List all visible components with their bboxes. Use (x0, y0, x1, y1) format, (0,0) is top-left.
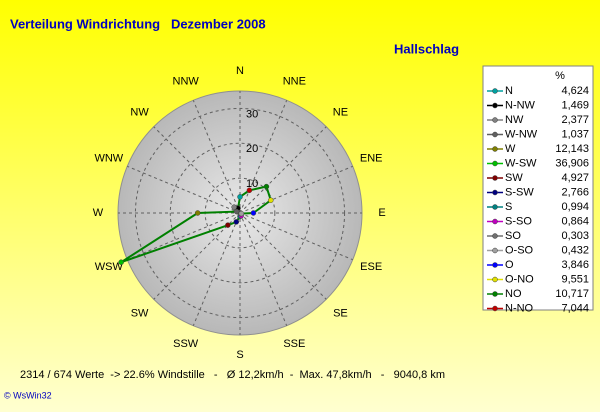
legend-value: 12,143 (555, 143, 589, 155)
legend-marker (492, 160, 498, 167)
legend-marker (492, 88, 498, 94)
legend-name: O (505, 259, 514, 271)
direction-label: NNE (283, 76, 306, 88)
legend-box (482, 65, 594, 311)
chart-subtitle: Hallschlag (394, 41, 459, 56)
spoke (153, 212, 241, 300)
direction-label: ENE (360, 153, 383, 165)
legend-value: 9,551 (561, 273, 589, 285)
direction-label: E (378, 207, 385, 219)
legend-name: N (505, 85, 513, 97)
legend-value: 10,717 (555, 288, 589, 300)
legend-value: 2,766 (561, 186, 589, 198)
spoke (239, 212, 353, 261)
legend-value: 4,624 (561, 85, 589, 97)
legend-marker (492, 291, 498, 297)
legend-name: N-NW (505, 99, 536, 111)
wind-point (225, 222, 231, 228)
legend-value: 0,994 (561, 201, 589, 213)
spoke (192, 100, 241, 214)
legend-name: W-SW (505, 157, 537, 169)
direction-label: NNW (173, 76, 200, 88)
legend-name: W (505, 143, 516, 155)
footer: 2314 / 674 Werte -> 22.6% Windstille - Ø… (20, 369, 445, 381)
legend-marker (492, 175, 498, 181)
legend-value: 2,377 (561, 114, 589, 126)
wind-point (250, 210, 257, 216)
legend-marker (492, 233, 498, 239)
legend-marker (492, 102, 498, 109)
direction-label: ESE (360, 261, 382, 273)
legend-name: S-SO (505, 215, 532, 227)
wind-point (237, 194, 243, 200)
legend-name: S (505, 201, 512, 213)
legend-marker (492, 117, 498, 123)
legend-name: W-NW (505, 128, 538, 140)
legend-name: NO (505, 288, 522, 300)
wind-point (246, 187, 253, 194)
legend-value: 1,037 (561, 128, 589, 140)
legend-name: O-NO (505, 273, 534, 285)
legend-marker (492, 262, 498, 268)
direction-label: W (93, 207, 104, 219)
r-tick-label: 10 (246, 178, 258, 190)
legend-value: 0,303 (561, 230, 589, 242)
legend-marker (492, 204, 498, 210)
grid-ring (169, 142, 311, 284)
legend-value: 0,864 (561, 215, 589, 227)
spoke (239, 126, 327, 214)
direction-label: NW (130, 106, 149, 118)
legend-value: 4,927 (561, 172, 589, 184)
direction-label: S (236, 349, 243, 361)
legend-name: SW (505, 172, 523, 184)
legend-value: 7,044 (561, 302, 589, 314)
legend-value: 3,846 (561, 259, 589, 271)
legend-marker (492, 189, 498, 196)
wind-point (238, 210, 245, 217)
legend-name: S-SW (505, 186, 534, 198)
spoke (127, 212, 241, 261)
legend-marker (492, 247, 498, 254)
r-tick-label: 30 (246, 108, 258, 120)
direction-label: WSW (95, 261, 124, 273)
chart-title: Verteilung Windrichtung Dezember 2008 (10, 16, 266, 31)
legend-marker (492, 131, 498, 138)
spoke (239, 165, 353, 214)
r-tick-label: 20 (246, 143, 258, 155)
direction-label: N (236, 65, 244, 77)
wind-point (233, 219, 240, 225)
legend-value: 1,469 (561, 99, 589, 111)
spoke (127, 165, 241, 214)
wind-point (263, 183, 270, 190)
spoke (239, 212, 327, 300)
legend-name: N-NO (505, 302, 534, 314)
legend-marker (492, 276, 498, 283)
direction-label: SE (333, 307, 348, 319)
direction-label: WNW (94, 153, 123, 165)
legend-value: 36,906 (555, 157, 589, 169)
legend-marker (492, 218, 498, 225)
legend-name: O-SO (505, 244, 534, 256)
legend-name: SO (505, 230, 521, 242)
direction-label: SSE (283, 338, 305, 350)
legend-value: 0,432 (561, 244, 589, 256)
direction-label: SW (131, 307, 149, 319)
legend-marker (492, 305, 498, 312)
spoke (239, 212, 288, 326)
credit: © WsWin32 (4, 390, 52, 400)
legend-marker (492, 146, 498, 152)
wind-point (118, 259, 124, 265)
wind-point (231, 204, 237, 210)
legend-unit: % (555, 70, 565, 82)
wind-point (194, 210, 201, 216)
spoke (239, 100, 288, 214)
legend-name: NW (505, 114, 524, 126)
spoke (153, 126, 241, 214)
direction-label: NE (333, 106, 348, 118)
direction-label: SSW (173, 338, 199, 350)
spoke (192, 212, 241, 326)
wind-point (268, 197, 274, 204)
